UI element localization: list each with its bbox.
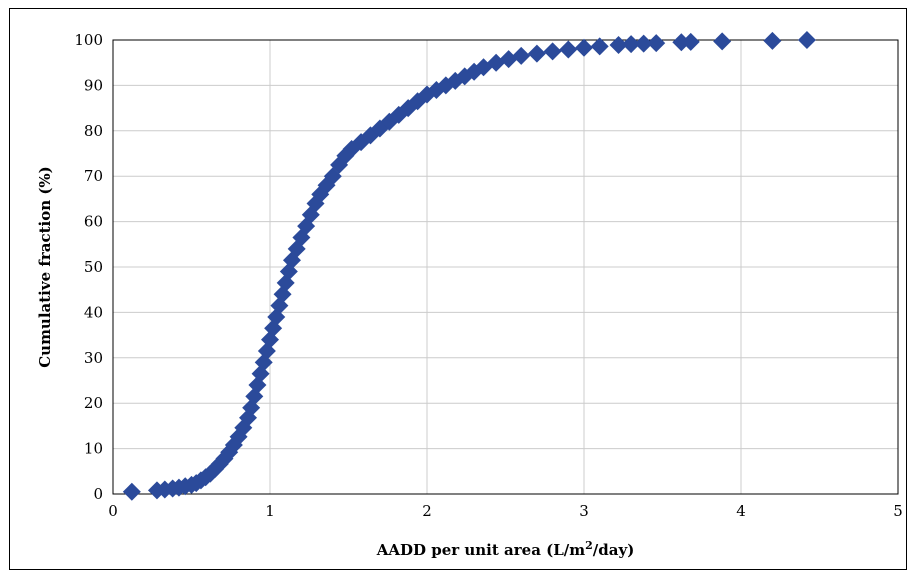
x-tick-label: 1	[265, 502, 275, 520]
x-tick-label: 2	[422, 502, 432, 520]
data-points	[122, 31, 816, 501]
y-tick-label: 60	[84, 213, 103, 231]
x-tick-label: 5	[893, 502, 903, 520]
y-axis-label: Cumulative fraction (%)	[36, 166, 54, 368]
x-tick-labels: 0 1 2 3 4 5	[108, 502, 903, 520]
data-point	[713, 32, 732, 51]
x-axis-label-main: AADD per unit area (L/m	[376, 541, 586, 559]
data-point	[559, 40, 578, 59]
x-axis-label-superscript: 2	[585, 539, 593, 552]
data-point	[681, 32, 700, 51]
chart-frame	[9, 8, 907, 570]
data-point	[512, 46, 531, 65]
y-tick-label: 30	[84, 349, 103, 367]
x-tick-label: 4	[736, 502, 746, 520]
y-tick-label: 70	[84, 167, 103, 185]
data-point	[647, 34, 666, 53]
y-tick-label: 80	[84, 122, 103, 140]
y-tick-label: 90	[84, 76, 103, 94]
data-point	[797, 31, 816, 49]
data-point	[609, 35, 628, 54]
y-tick-label: 100	[74, 31, 103, 49]
x-axis-label-tail: /day)	[593, 541, 635, 559]
plot-area	[112, 39, 899, 495]
y-tick-label: 40	[84, 303, 103, 321]
data-point	[634, 34, 653, 53]
data-point	[763, 31, 782, 50]
y-tick-label: 0	[93, 485, 103, 503]
x-tick-label: 0	[108, 502, 118, 520]
y-tick-labels: 0 10 20 30 40 50 60 70 80 90 100	[74, 31, 103, 503]
grid-lines	[112, 39, 899, 495]
data-point	[122, 482, 141, 501]
data-point	[575, 38, 593, 57]
y-tick-label: 10	[84, 440, 103, 458]
data-point	[543, 42, 562, 61]
y-tick-label: 20	[84, 394, 103, 412]
x-axis-label: AADD per unit area (L/m2/day)	[376, 539, 635, 560]
data-point	[499, 50, 518, 69]
data-point	[527, 44, 546, 63]
y-tick-label: 50	[84, 258, 103, 276]
data-point	[590, 37, 609, 56]
data-point	[622, 35, 641, 54]
x-tick-label: 3	[579, 502, 589, 520]
